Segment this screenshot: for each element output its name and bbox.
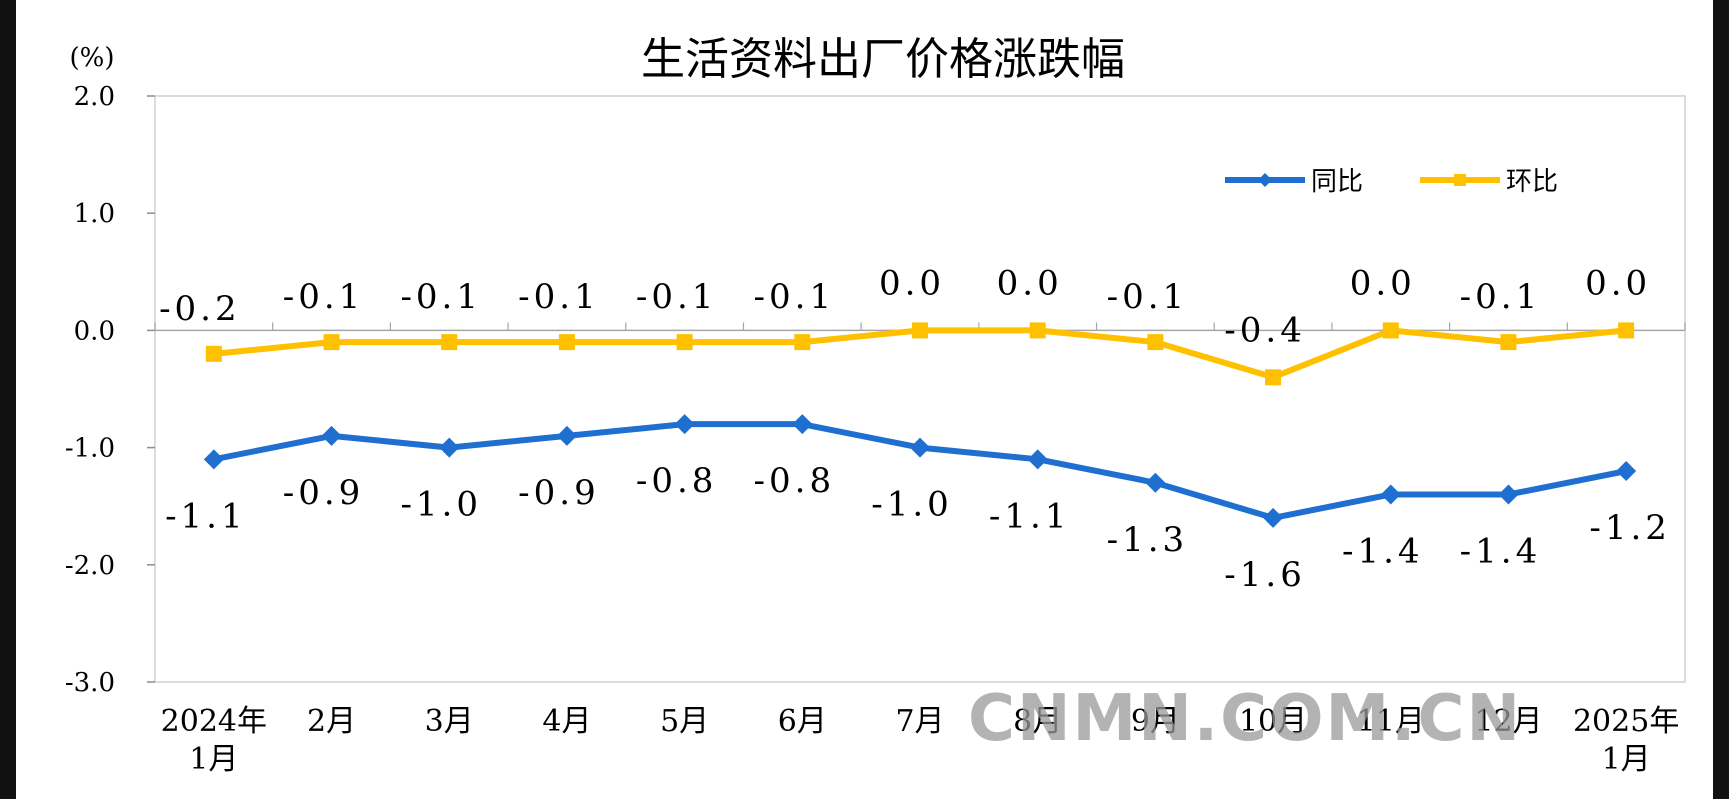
data-label: -0.9	[283, 473, 365, 513]
legend-marker	[1454, 174, 1466, 186]
data-label: -0.1	[754, 277, 836, 317]
data-point-marker	[205, 345, 222, 362]
data-point-marker	[203, 449, 224, 470]
data-point-marker	[1145, 472, 1166, 493]
legend-label: 同比	[1311, 167, 1363, 197]
data-point-marker	[1027, 449, 1048, 470]
x-tick-label: 6月	[778, 704, 827, 739]
data-point-marker	[1616, 461, 1637, 482]
x-tick-label: 2月	[307, 704, 356, 739]
data-point-marker	[1500, 334, 1517, 351]
data-point-marker	[441, 334, 458, 351]
x-tick-label: 12月	[1474, 704, 1542, 739]
data-label: 0.0	[879, 263, 945, 303]
data-point-marker	[1382, 322, 1399, 339]
data-point-marker	[1498, 484, 1519, 505]
data-point-marker	[912, 322, 928, 339]
data-point-marker	[1147, 334, 1164, 351]
data-label: -0.1	[518, 277, 600, 317]
data-label: -0.1	[400, 277, 482, 317]
x-tick-label: 11月	[1357, 704, 1425, 739]
x-tick-label: 9月	[1131, 704, 1180, 739]
left-edge-bar	[0, 0, 16, 799]
data-label: -0.8	[754, 461, 836, 501]
data-label: 0.0	[1585, 263, 1651, 303]
y-tick-label: 1.0	[74, 199, 115, 229]
data-label: 0.0	[997, 263, 1063, 303]
x-tick-label: 1月	[189, 742, 238, 777]
x-tick-label: 7月	[895, 704, 944, 739]
data-point-marker	[323, 334, 340, 351]
data-point-marker	[674, 414, 695, 435]
data-label: -0.1	[1107, 277, 1189, 317]
data-label: -0.4	[1224, 310, 1306, 350]
data-point-marker	[1618, 322, 1635, 339]
data-label: -0.1	[1460, 277, 1542, 317]
x-tick-label: 2025年	[1573, 704, 1679, 739]
data-label: -1.3	[1107, 520, 1189, 560]
data-point-marker	[321, 425, 342, 446]
data-label: -1.0	[400, 485, 482, 525]
data-point-marker	[556, 425, 577, 446]
data-point-marker	[1029, 322, 1046, 339]
y-tick-label: -2.0	[65, 551, 115, 581]
data-label: -0.1	[636, 277, 718, 317]
x-tick-label: 10月	[1239, 704, 1307, 739]
data-point-marker	[558, 334, 575, 351]
x-tick-label: 8月	[1013, 704, 1062, 739]
data-label: 0.0	[1350, 263, 1416, 303]
plot-area-frame	[154, 95, 1686, 683]
data-label: -1.4	[1460, 531, 1542, 571]
data-label: -1.1	[989, 496, 1071, 536]
right-edge-bar	[1713, 0, 1729, 799]
data-point-marker	[439, 437, 460, 458]
legend-label: 环比	[1506, 167, 1558, 197]
data-label-layer: -1.1 -0.9 -1.0 -0.9 -0.8 -0.8 -1.0 -1.1 -1.3 -1.6…	[159, 263, 1671, 595]
series-layer	[203, 322, 1637, 528]
x-tick-label: 2024年	[161, 704, 267, 739]
legend: 同比 环比	[1225, 167, 1558, 197]
data-label: -1.4	[1342, 531, 1424, 571]
data-point-marker	[792, 414, 813, 435]
y-axis-unit-label: (%)	[70, 43, 115, 73]
data-point-marker	[910, 437, 930, 458]
y-tick-label: -3.0	[65, 668, 115, 698]
data-label: -1.0	[871, 485, 953, 525]
data-label: -0.8	[636, 461, 718, 501]
data-label: -1.1	[165, 496, 247, 536]
legend-marker	[1258, 173, 1272, 187]
data-label: -0.2	[159, 289, 241, 329]
data-point-marker	[676, 334, 693, 351]
chart-title: 生活资料出厂价格涨跌幅	[641, 34, 1125, 85]
data-point-marker	[1265, 369, 1282, 386]
data-label: -0.9	[518, 473, 600, 513]
data-label: -0.1	[283, 277, 365, 317]
y-tick-label: 0.0	[74, 316, 115, 346]
y-tick-label: -1.0	[65, 434, 115, 464]
data-point-marker	[1380, 484, 1401, 505]
y-tick-label: 2.0	[74, 82, 115, 112]
x-tick-label: 3月	[425, 704, 474, 739]
x-tick-label: 1月	[1602, 742, 1651, 777]
x-tick-label: 4月	[542, 704, 591, 739]
data-point-marker	[794, 334, 811, 351]
y-axis: 2.0 1.0 0.0 -1.0 -2.0 -3.0	[65, 82, 1685, 698]
x-tick-label: 5月	[660, 704, 709, 739]
data-label: -1.6	[1224, 555, 1306, 595]
data-label: -1.2	[1589, 508, 1671, 548]
data-point-marker	[1263, 507, 1284, 528]
watermark-text: CNMN.COM.CN	[968, 682, 1522, 756]
